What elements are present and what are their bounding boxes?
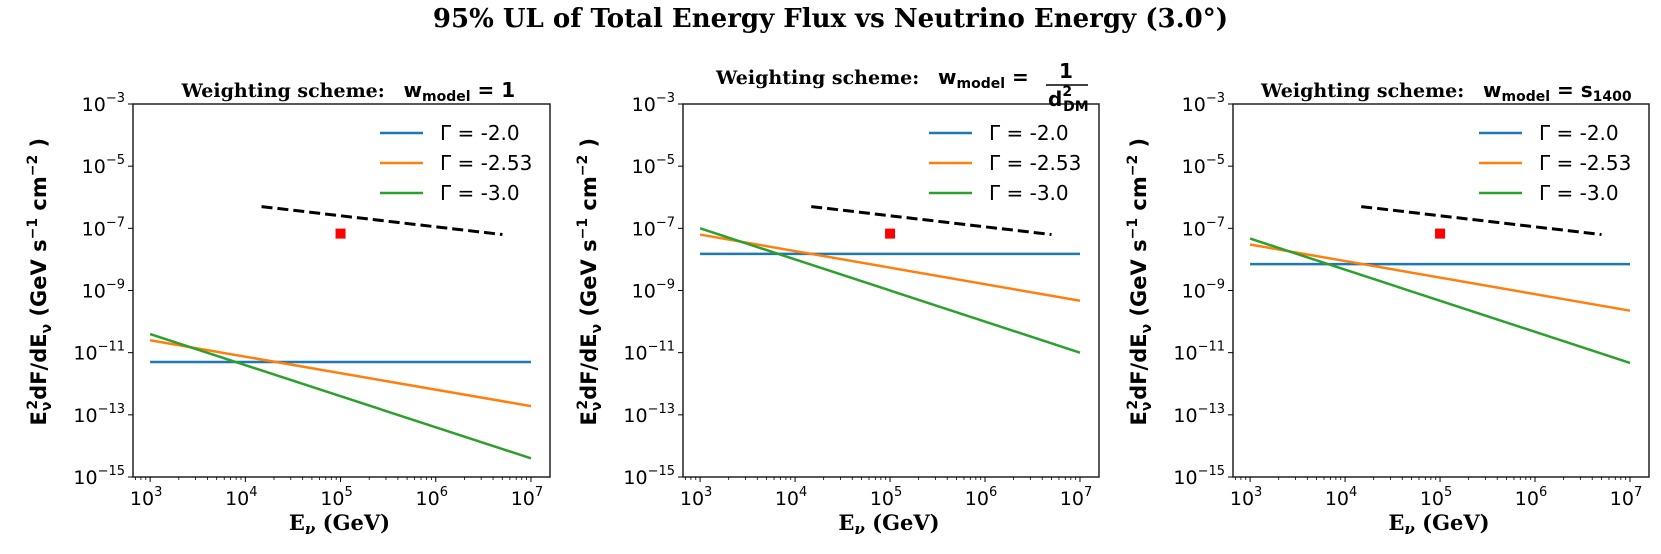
- x-tick-label: 103: [680, 485, 712, 510]
- x-tick-label: 107: [1610, 485, 1642, 510]
- subplot-title: Weighting scheme: wmodel = 1: [181, 78, 516, 105]
- y-tick-label: 10−5: [632, 153, 675, 178]
- y-tick-label: 10−11: [1173, 340, 1225, 365]
- x-tick-label: 106: [965, 485, 997, 510]
- x-tick-label: 106: [416, 485, 448, 510]
- series-line-gamma-1: [699, 233, 1081, 302]
- legend-label: Γ = -2.53: [440, 151, 532, 175]
- subplot-title-prefix: Weighting scheme:: [1260, 80, 1464, 102]
- y-tick-label: 10−9: [1182, 278, 1225, 303]
- y-tick-label: 10−13: [1173, 402, 1225, 427]
- y-axis-label: Eν2dF/dEν (GeV s−1 cm−2 ): [1125, 138, 1155, 426]
- fraction-denominator: d2 DM: [1048, 84, 1089, 115]
- y-axis-label: Eν2dF/dEν (GeV s−1 cm−2 ): [575, 138, 605, 426]
- x-tick-label: 107: [511, 485, 543, 510]
- y-tick-label: 10−13: [73, 402, 125, 427]
- y-axis-label: Eν2dF/dEν (GeV s−1 cm−2 ): [25, 138, 55, 426]
- x-tick-label: 104: [225, 485, 257, 510]
- subplot-title: Weighting scheme: wmodel = s1400: [1260, 78, 1632, 105]
- plot-frame: [132, 103, 551, 478]
- legend-label: Γ = -3.0: [989, 181, 1069, 205]
- subplot-title-math: wmodel = 1: [404, 78, 516, 105]
- x-tick-label: 104: [1325, 485, 1357, 510]
- x-tick-label: 103: [130, 485, 162, 510]
- subplot-title: Weighting scheme: wmodel = 1d2 DM: [715, 59, 1089, 115]
- series-line-gamma-2: [1249, 237, 1631, 365]
- data-point-marker: [335, 228, 346, 239]
- y-axis-label-text: Eν2dF/dEν (GeV s−1 cm−2 ): [1125, 138, 1155, 426]
- fraction-numerator: 1: [1059, 59, 1073, 83]
- y-tick-label: 10−11: [623, 340, 675, 365]
- series-line-gamma-2: [699, 227, 1081, 354]
- series-line-gamma-2: [149, 332, 532, 460]
- x-axis-label: Eν (GeV): [289, 510, 390, 538]
- legend-label: Γ = -3.0: [440, 181, 520, 205]
- subplot-title-prefix: Weighting scheme:: [181, 80, 385, 102]
- y-axis-label-text: Eν2dF/dEν (GeV s−1 cm−2 ): [575, 138, 605, 426]
- plot-frame: [1232, 103, 1650, 478]
- legend-label: Γ = -3.0: [1539, 181, 1619, 205]
- subplot-title-math: wmodel = s1400: [1483, 78, 1632, 105]
- y-tick-label: 10−9: [82, 278, 125, 303]
- data-point-marker: [1435, 228, 1446, 239]
- y-tick-label: 10−7: [1182, 215, 1225, 240]
- y-tick-label: 10−15: [623, 464, 675, 489]
- legend-label: Γ = -2.53: [989, 151, 1081, 175]
- legend-label: Γ = -2.0: [989, 121, 1069, 145]
- y-tick-label: 10−7: [632, 215, 675, 240]
- y-tick-label: 10−9: [632, 278, 675, 303]
- series-line-gamma-1: [149, 339, 532, 408]
- y-tick-label: 10−5: [1182, 153, 1225, 178]
- x-tick-label: 106: [1515, 485, 1547, 510]
- y-axis-label-text: Eν2dF/dEν (GeV s−1 cm−2 ): [25, 138, 55, 426]
- y-tick-label: 10−3: [82, 91, 125, 116]
- data-point-marker: [885, 228, 896, 239]
- subplot-title-prefix: Weighting scheme:: [715, 67, 919, 89]
- y-tick-label: 10−7: [82, 215, 125, 240]
- figure-title: 95% UL of Total Energy Flux vs Neutrino …: [432, 4, 1229, 34]
- y-tick-label: 10−13: [623, 402, 675, 427]
- subplot-title-math: wmodel =: [938, 65, 1029, 92]
- x-axis-label: Eν (GeV): [1388, 510, 1489, 538]
- x-tick-label: 103: [1230, 485, 1262, 510]
- y-tick-label: 10−3: [1182, 91, 1225, 116]
- x-tick-label: 105: [870, 485, 902, 510]
- y-tick-label: 10−15: [1173, 464, 1225, 489]
- y-tick-label: 10−3: [632, 91, 675, 116]
- y-tick-label: 10−5: [82, 153, 125, 178]
- series-line-gamma-1: [1249, 243, 1631, 312]
- reference-dashed-line: [811, 205, 1052, 237]
- reference-dashed-line: [261, 205, 503, 237]
- y-tick-label: 10−11: [73, 340, 125, 365]
- y-tick-label: 10−15: [73, 464, 125, 489]
- legend-label: Γ = -2.0: [440, 121, 520, 145]
- x-tick-label: 107: [1060, 485, 1092, 510]
- x-tick-label: 105: [1420, 485, 1452, 510]
- legend-label: Γ = -2.53: [1539, 151, 1631, 175]
- reference-dashed-line: [1361, 205, 1602, 237]
- legend-label: Γ = -2.0: [1539, 121, 1619, 145]
- x-tick-label: 105: [320, 485, 352, 510]
- x-axis-label: Eν (GeV): [838, 510, 939, 538]
- x-tick-label: 104: [775, 485, 807, 510]
